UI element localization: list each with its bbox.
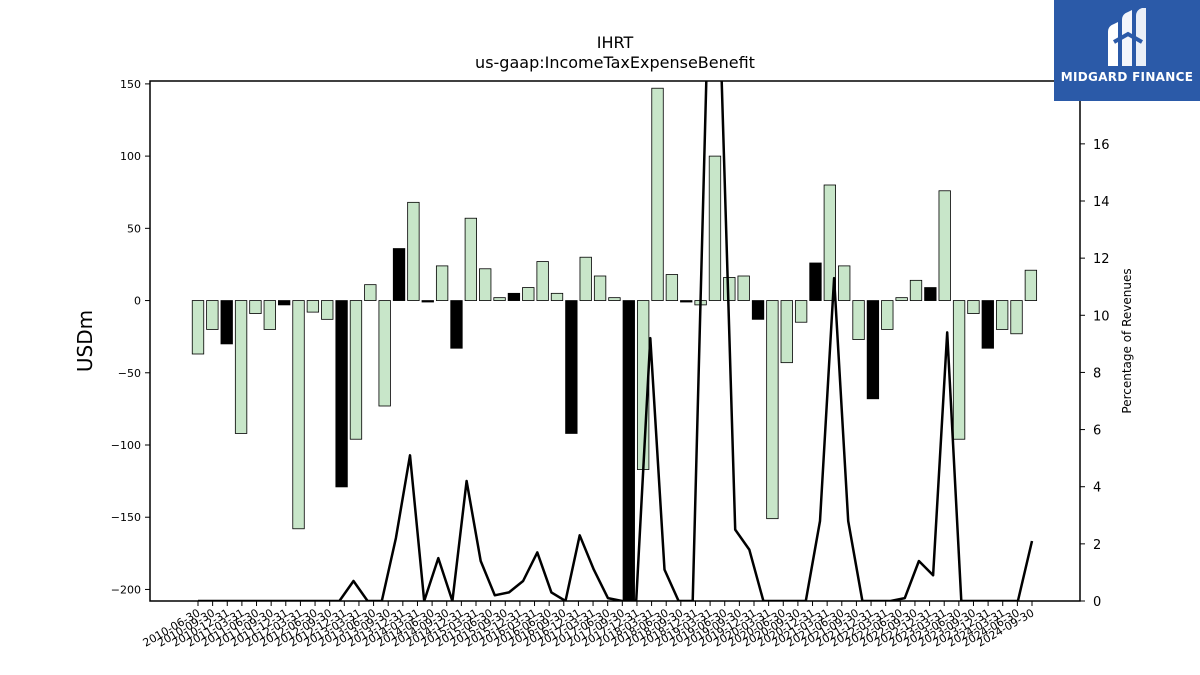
y-tick-label: −150 [111, 511, 141, 524]
y2-tick-label: 6 [1093, 424, 1101, 439]
bar [536, 261, 549, 301]
line-series [198, 81, 1034, 601]
bar [335, 300, 348, 488]
y-tick-label: 150 [120, 78, 141, 91]
bar [278, 300, 291, 306]
bar [622, 300, 635, 601]
bar [1010, 300, 1023, 335]
bar [1024, 269, 1038, 301]
bar [321, 300, 334, 320]
bar [751, 300, 765, 320]
bar [608, 297, 621, 301]
y-tick-label: 100 [120, 150, 141, 163]
bar [191, 300, 205, 355]
bar [234, 300, 248, 434]
y2-tick-label: 4 [1093, 481, 1101, 496]
bar-series [191, 87, 1038, 601]
bar [220, 300, 233, 345]
bar [349, 300, 363, 440]
bar [306, 300, 320, 313]
y2-tick-label: 8 [1093, 366, 1101, 381]
bar [881, 300, 894, 330]
y-tick-label: −200 [111, 583, 141, 596]
bar [780, 300, 793, 364]
bar [378, 300, 391, 407]
bar [996, 300, 1009, 330]
bar [249, 300, 262, 314]
bar [680, 300, 693, 303]
bar [507, 292, 521, 301]
y-tick-label: −100 [111, 439, 141, 452]
bar [708, 155, 722, 301]
chart-title: IHRT [597, 33, 634, 52]
bar [550, 292, 564, 301]
chart-subtitle: us-gaap:IncomeTaxExpenseBenefit [475, 53, 755, 72]
y-tick-label: −50 [118, 367, 141, 380]
bar [766, 300, 779, 520]
y2-tick-label: 10 [1093, 309, 1110, 324]
y-tick-label: 50 [127, 222, 141, 235]
bar [435, 265, 449, 301]
bar [206, 300, 219, 330]
right-axis: 0 2 4 6 8 10 12 14 16 [1080, 138, 1110, 610]
y2-tick-label: 2 [1093, 538, 1101, 553]
y2-tick-label: 16 [1093, 138, 1110, 153]
bar [579, 256, 592, 301]
bar [364, 284, 377, 301]
bar [392, 248, 406, 301]
bar [565, 300, 578, 434]
bar [952, 300, 966, 440]
bar [809, 262, 822, 301]
y2-tick-label: 0 [1093, 595, 1101, 610]
y2-axis-label: Percentage of Revenues [1120, 268, 1134, 413]
bar [967, 300, 980, 314]
bar [421, 300, 434, 303]
x-axis: 2010-06-302010-09-302010-12-312011-03-31… [141, 601, 1037, 650]
left-axis: 150 100 50 0 −50 −100 −150 −200 [111, 78, 150, 596]
bar [407, 201, 420, 301]
bar [838, 265, 851, 301]
bar [479, 268, 492, 301]
y2-tick-label: 14 [1093, 195, 1110, 210]
bar [924, 287, 937, 301]
bar [938, 190, 951, 301]
bar [450, 300, 463, 349]
bar [651, 87, 664, 301]
plot-frame [149, 80, 1081, 602]
y-axis-label: USDm [73, 310, 97, 372]
bar [895, 297, 908, 301]
bar [981, 300, 994, 349]
percentage-line [198, 81, 1034, 601]
bar [823, 184, 836, 301]
midgard-logo-icon [1108, 8, 1146, 66]
y2-tick-label: 12 [1093, 252, 1110, 267]
bar [493, 297, 506, 301]
bar [852, 300, 865, 340]
bar [909, 279, 923, 301]
bar [522, 287, 535, 301]
brand-logo: MIDGARD FINANCE [1054, 0, 1200, 101]
bar [866, 300, 880, 400]
bar [665, 274, 679, 301]
bar [737, 275, 750, 301]
bar [464, 217, 477, 301]
bar [292, 300, 305, 530]
bar [794, 300, 808, 323]
bar [263, 300, 276, 330]
logo-text: MIDGARD FINANCE [1060, 70, 1194, 84]
bar [593, 275, 607, 301]
y-tick-label: 0 [134, 295, 141, 308]
